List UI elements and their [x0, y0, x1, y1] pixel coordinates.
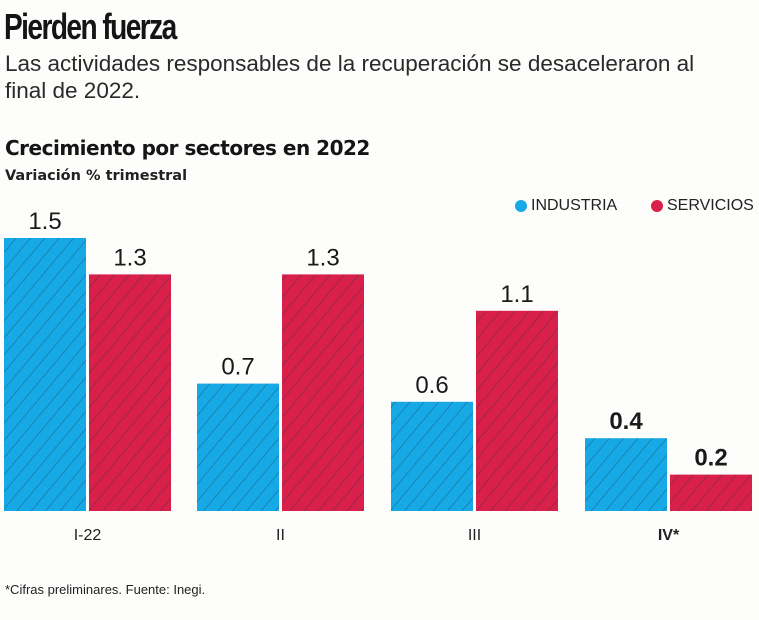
- footnote: *Cifras preliminares. Fuente: Inegi.: [5, 582, 206, 597]
- category-label-3: IV*: [658, 527, 680, 544]
- bar-servicios-0: [89, 274, 171, 511]
- chart-title: Crecimiento por sectores en 2022: [5, 136, 370, 160]
- data-label-servicios-1: 1.3: [306, 244, 339, 271]
- legend-dot-industria: [515, 200, 527, 212]
- data-label-servicios-0: 1.3: [113, 244, 146, 271]
- legend-item-servicios: SERVICIOS: [651, 197, 754, 215]
- legend-label-industria: INDUSTRIA: [531, 197, 618, 214]
- bar-servicios-2: [476, 310, 558, 511]
- labels-group: 1.5 1.3 I-22 0.7 1.3 II 0.6 1.1 III 0.4 0.2 IV*: [28, 208, 727, 544]
- data-label-servicios-2: 1.1: [500, 281, 533, 308]
- category-label-1: II: [276, 527, 285, 544]
- bar-industria-2: [391, 401, 473, 511]
- bar-industria-1: [197, 383, 279, 511]
- bars-group: [4, 238, 752, 511]
- bar-servicios-3: [670, 474, 752, 511]
- legend-label-servicios: SERVICIOS: [667, 197, 754, 214]
- chart-subtitle: Variación % trimestral: [5, 168, 188, 184]
- page-title: Pierden fuerza: [4, 6, 177, 47]
- data-label-industria-3: 0.4: [609, 408, 643, 435]
- data-label-servicios-3: 0.2: [694, 445, 727, 472]
- legend-item-industria: INDUSTRIA: [515, 197, 617, 215]
- category-label-0: I-22: [74, 527, 102, 544]
- data-label-industria-1: 0.7: [221, 354, 254, 381]
- data-label-industria-0: 1.5: [28, 208, 61, 235]
- page-subtitle: Las actividades responsables de la recup…: [5, 51, 695, 103]
- bar-servicios-1: [282, 274, 364, 511]
- bar-industria-3: [585, 438, 667, 511]
- category-label-2: III: [468, 527, 481, 544]
- bar-industria-0: [4, 238, 86, 511]
- legend-dot-servicios: [651, 200, 663, 212]
- data-label-industria-2: 0.6: [415, 372, 448, 399]
